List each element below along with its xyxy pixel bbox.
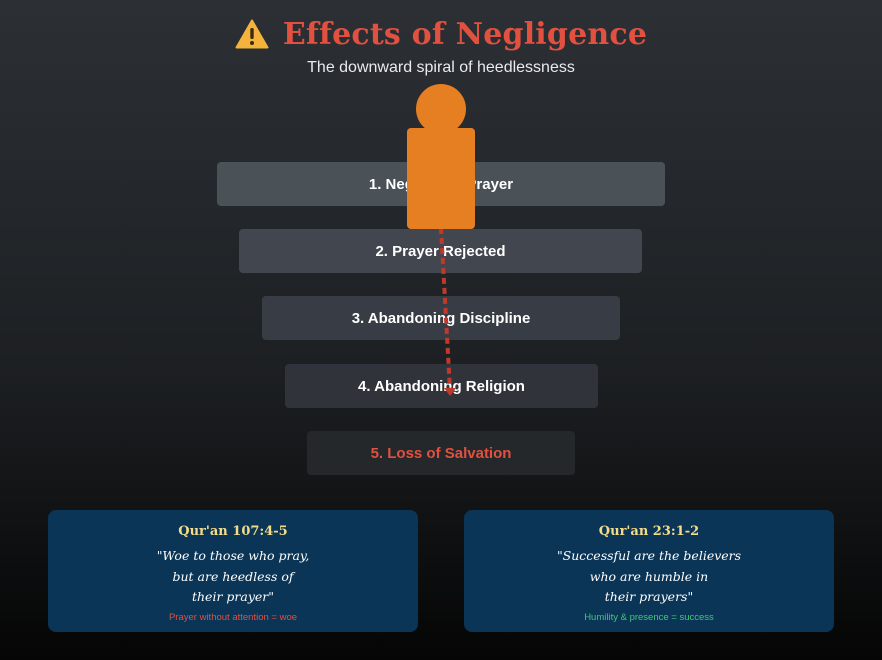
step-label: 1. Neglecting Prayer	[368, 175, 514, 193]
header: Effects of Negligence The downward spira…	[0, 14, 882, 77]
card-quote: "Successful are the believers who are hu…	[464, 546, 834, 608]
quote-line: their prayers"	[604, 589, 694, 604]
quote-line: "Successful are the believers	[556, 548, 742, 563]
quran-card-23: Qur'an 23:1-2 "Successful are the believ…	[464, 510, 834, 632]
quote-line: "Woe to those who pray,	[156, 548, 310, 563]
card-note: Prayer without attention = woe	[168, 611, 298, 623]
step-abandoning-religion: 4. Abandoning Religion	[285, 364, 598, 408]
quote-line: their prayer"	[191, 589, 275, 604]
step-neglecting-prayer: 1. Neglecting Prayer	[217, 162, 665, 206]
quote-line: who are humble in	[589, 568, 709, 584]
person-head	[416, 84, 466, 134]
card-note: Humility & presence = success	[584, 611, 714, 623]
step-label: 4. Abandoning Religion	[358, 377, 525, 395]
quote-line: but are heedless of	[172, 568, 294, 584]
title-row: Effects of Negligence	[0, 14, 882, 54]
warning-triangle-icon	[235, 19, 269, 49]
step-abandoning-discipline: 3. Abandoning Discipline	[262, 296, 620, 340]
step-label: 2. Prayer Rejected	[375, 242, 506, 260]
page-title: Effects of Negligence	[282, 16, 648, 52]
card-title: Qur'an 107:4-5	[178, 524, 288, 539]
card-quote: "Woe to those who pray, but are heedless…	[48, 546, 418, 608]
step-loss-of-salvation: 5. Loss of Salvation	[307, 431, 575, 475]
step-prayer-rejected: 2. Prayer Rejected	[239, 229, 642, 273]
step-label: 5. Loss of Salvation	[370, 444, 512, 462]
page-subtitle: The downward spiral of heedlessness	[307, 59, 575, 76]
card-title: Qur'an 23:1-2	[598, 524, 700, 539]
quran-card-107: Qur'an 107:4-5 "Woe to those who pray, b…	[48, 510, 418, 632]
step-label: 3. Abandoning Discipline	[351, 309, 531, 327]
